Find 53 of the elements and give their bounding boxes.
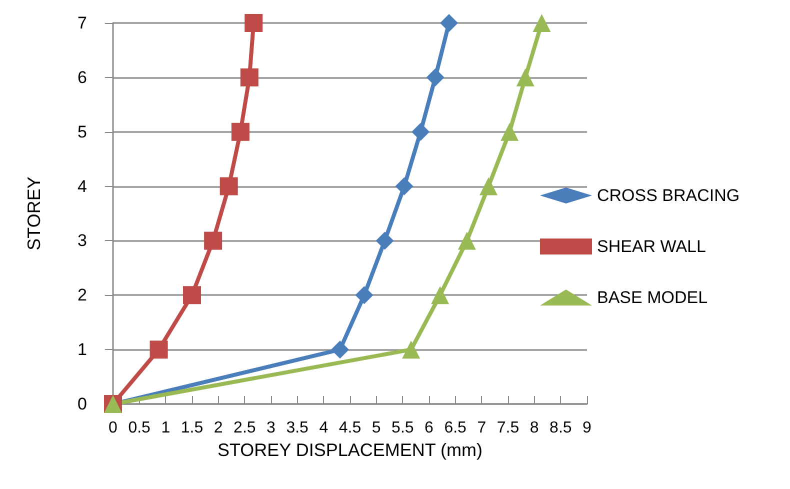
- x-tick-label: 1.5: [180, 420, 204, 436]
- x-tick-label: 0: [108, 420, 118, 436]
- point: [330, 340, 349, 359]
- y-axis-title: STOREY: [24, 176, 44, 250]
- point: [395, 177, 414, 196]
- point: [440, 14, 458, 32]
- x-tick-label: 8.5: [550, 420, 572, 436]
- y-tick-label: 3: [78, 231, 87, 250]
- x-tick-label: 9: [582, 420, 592, 436]
- legend-label: BASE MODEL: [597, 288, 708, 307]
- x-tick-label: 6: [424, 420, 434, 436]
- point: [231, 122, 250, 141]
- point: [426, 68, 444, 86]
- point: [220, 177, 238, 196]
- point: [431, 286, 450, 304]
- point: [412, 122, 430, 141]
- point: [240, 68, 258, 86]
- x-tick-label: 7.5: [496, 420, 520, 436]
- y-tick-label: 5: [78, 122, 87, 142]
- legend-label: CROSS BRACING: [597, 186, 740, 205]
- point: [376, 232, 394, 250]
- x-tick-label: 4: [319, 420, 328, 436]
- x-tick-label: 5.5: [392, 420, 414, 436]
- y-tick-label: 7: [78, 14, 87, 32]
- x-tick-label: 5: [372, 420, 381, 436]
- y-tick-label: 0: [78, 394, 87, 414]
- y-tick-label: 6: [78, 68, 87, 87]
- y-tick-label: 1: [78, 340, 87, 360]
- point: [532, 14, 551, 32]
- point: [355, 286, 374, 304]
- point: [150, 340, 168, 359]
- x-tick-label: 1: [161, 420, 170, 436]
- x-tick-label: 3: [266, 420, 276, 436]
- point: [500, 122, 519, 141]
- x-tick-label: 6.5: [444, 420, 467, 436]
- point: [402, 340, 420, 359]
- y-tick-label: 2: [78, 286, 87, 305]
- point: [204, 232, 222, 250]
- point: [516, 68, 534, 86]
- legend-label: SHEAR WALL: [597, 237, 706, 256]
- x-tick-label: 0.5: [128, 420, 151, 436]
- point: [183, 286, 201, 304]
- point: [480, 177, 498, 196]
- x-tick-label: 4.5: [338, 420, 362, 436]
- point: [244, 14, 263, 32]
- x-axis-title: STOREY DISPLACEMENT (mm): [217, 440, 483, 460]
- x-tick-label: 7: [477, 420, 486, 436]
- x-tick-label: 2.5: [234, 420, 256, 436]
- x-tick-label: 8: [530, 420, 539, 436]
- y-tick-label: 4: [78, 176, 87, 196]
- x-tick-label: 2: [214, 420, 223, 436]
- point: [458, 232, 476, 250]
- x-tick-label: 3.5: [286, 420, 309, 436]
